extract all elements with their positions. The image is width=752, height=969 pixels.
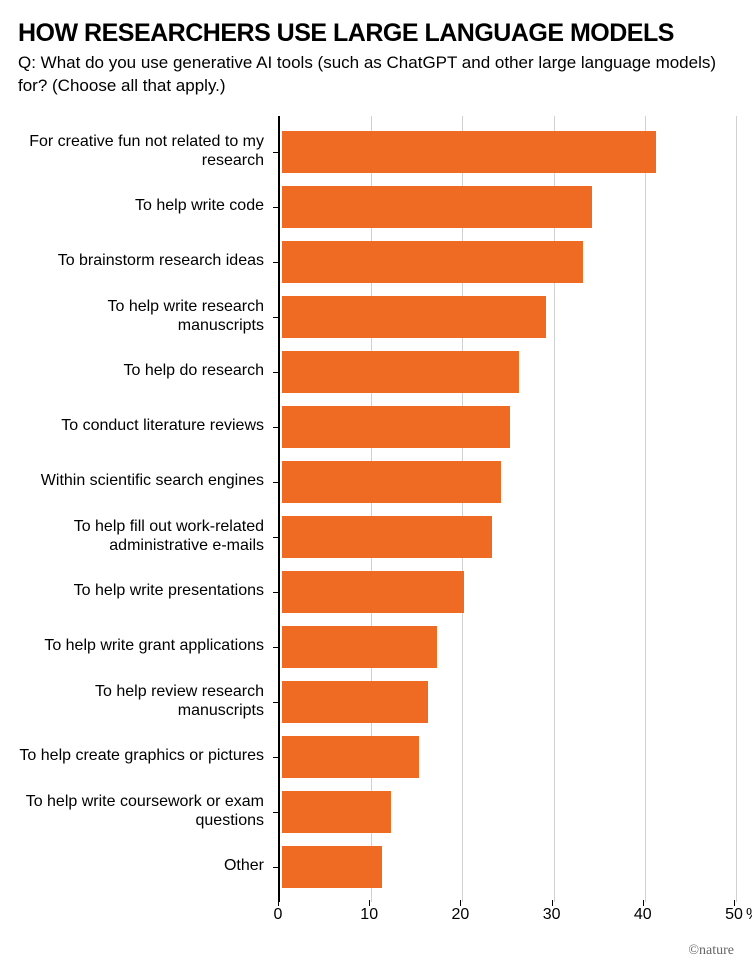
bar-label: To help write grant applications: [18, 637, 272, 656]
bar-row: To help do research: [18, 344, 734, 399]
bar-row: Other: [18, 839, 734, 894]
y-tick: [273, 757, 279, 758]
bar: [282, 296, 546, 338]
x-tick-label: 20: [451, 906, 469, 924]
bar-row: To help write presentations: [18, 564, 734, 619]
bar-row: To brainstorm research ideas: [18, 234, 734, 289]
bar-label: To brainstorm research ideas: [18, 252, 272, 271]
bar: [282, 241, 583, 283]
bar-row: To help write grant applications: [18, 619, 734, 674]
y-tick: [273, 262, 279, 263]
bar: [282, 461, 501, 503]
bar-label: To help fill out work-related administra…: [18, 518, 272, 556]
chart-subtitle: Q: What do you use generative AI tools (…: [18, 52, 718, 98]
bar-row: To help create graphics or pictures: [18, 729, 734, 784]
bar: [282, 516, 492, 558]
y-tick: [273, 207, 279, 208]
y-tick: [273, 867, 279, 868]
bar-label: To help write coursework or exam questio…: [18, 793, 272, 831]
bar: [282, 626, 437, 668]
bar-label: To help write research manuscripts: [18, 298, 272, 336]
bar: [282, 791, 391, 833]
bar: [282, 406, 510, 448]
credit: ©nature: [688, 943, 734, 959]
bar-row: To help write code: [18, 179, 734, 234]
bar-label: To help review research manuscripts: [18, 683, 272, 721]
chart-title: HOW RESEARCHERS USE LARGE LANGUAGE MODEL…: [18, 20, 734, 46]
y-tick: [273, 537, 279, 538]
bar: [282, 681, 428, 723]
x-tick-label: 10: [360, 906, 378, 924]
bar-label: To help write code: [18, 197, 272, 216]
y-tick: [273, 702, 279, 703]
bar-label: To help do research: [18, 362, 272, 381]
gridline: [736, 116, 737, 902]
y-tick: [273, 647, 279, 648]
y-tick: [273, 592, 279, 593]
x-tick-label: 40: [634, 906, 652, 924]
bar-label: To help write presentations: [18, 582, 272, 601]
bar-row: To conduct literature reviews: [18, 399, 734, 454]
bar-row: For creative fun not related to my resea…: [18, 124, 734, 179]
y-tick: [273, 317, 279, 318]
bar: [282, 131, 656, 173]
bar-row: To help write coursework or exam questio…: [18, 784, 734, 839]
bar-label: For creative fun not related to my resea…: [18, 133, 272, 171]
bar-label: To conduct literature reviews: [18, 417, 272, 436]
bar-label: To help create graphics or pictures: [18, 747, 272, 766]
x-tick-label: 0: [274, 906, 283, 924]
bar: [282, 846, 382, 888]
y-tick: [273, 372, 279, 373]
bar-chart: For creative fun not related to my resea…: [18, 116, 734, 956]
y-tick: [273, 482, 279, 483]
x-tick-label: 50: [725, 906, 743, 924]
x-tick-label: 30: [543, 906, 561, 924]
bar-row: Within scientific search engines: [18, 454, 734, 509]
bar-label: Within scientific search engines: [18, 472, 272, 491]
bar-row: To help write research manuscripts: [18, 289, 734, 344]
bar: [282, 351, 519, 393]
y-tick: [273, 427, 279, 428]
bar-label: Other: [18, 857, 272, 876]
bar: [282, 571, 464, 613]
y-tick: [273, 812, 279, 813]
bar: [282, 736, 419, 778]
bar-row: To help review research manuscripts: [18, 674, 734, 729]
bar-row: To help fill out work-related administra…: [18, 509, 734, 564]
y-tick: [273, 152, 279, 153]
x-axis-unit: %: [746, 906, 752, 924]
bar: [282, 186, 592, 228]
